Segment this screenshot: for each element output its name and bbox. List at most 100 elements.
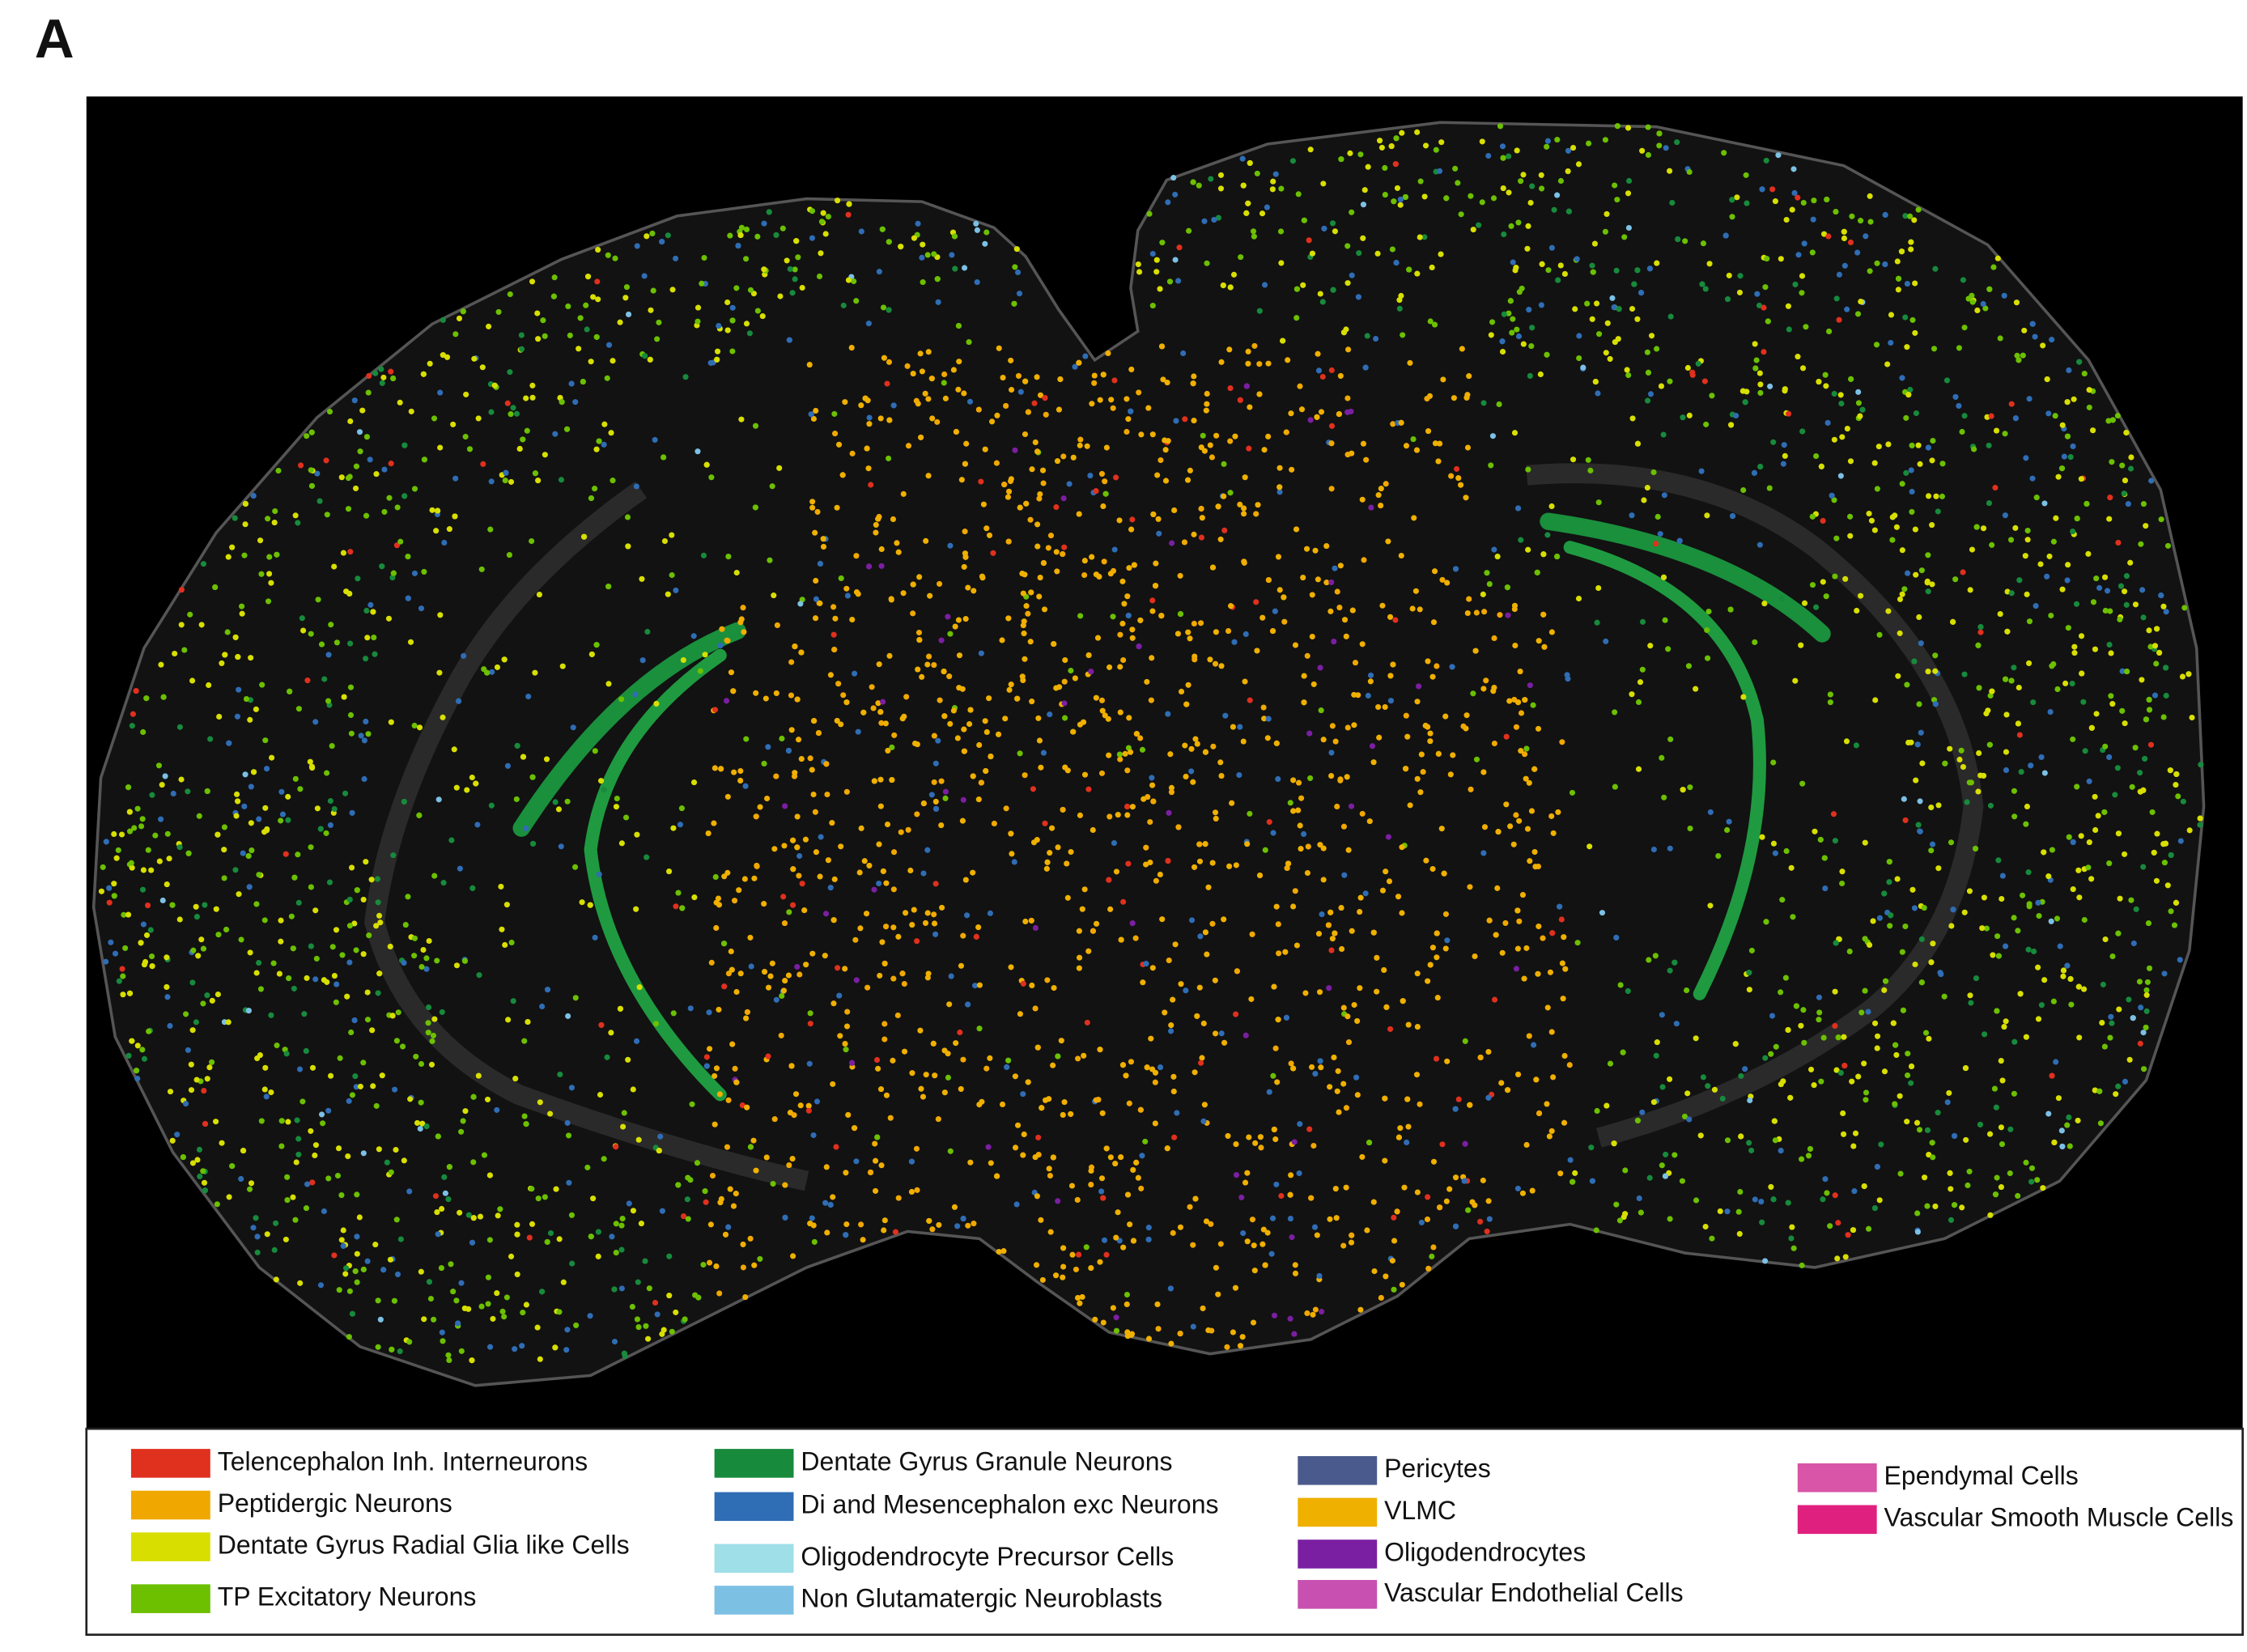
cell-dot	[878, 1162, 885, 1169]
cell-dot	[886, 455, 892, 461]
cell-dot	[1546, 1133, 1553, 1140]
cell-dot	[1724, 1137, 1731, 1144]
cell-dot	[1330, 220, 1336, 227]
cell-dot	[1914, 1229, 1921, 1235]
cell-dot	[1414, 775, 1421, 782]
cell-dot	[1085, 652, 1092, 659]
cell-dot	[1473, 756, 1480, 762]
cell-dot	[463, 391, 469, 397]
cell-dot	[617, 1005, 623, 1012]
cell-dot	[202, 902, 208, 908]
cell-dot	[1269, 1215, 1276, 1221]
cell-dot	[1854, 607, 1860, 614]
cell-dot	[1899, 481, 1905, 487]
cell-dot	[1520, 341, 1527, 347]
cell-dot	[1242, 678, 1248, 685]
cell-dot	[1217, 759, 1224, 766]
cell-dot	[246, 884, 253, 890]
hippocampus-arc	[1563, 541, 1766, 1000]
cell-dot	[189, 979, 196, 986]
cell-dot	[441, 1174, 448, 1180]
cell-dot	[1932, 668, 1939, 674]
cell-dot	[1527, 858, 1533, 864]
cell-dot	[1915, 442, 1922, 448]
cell-dot	[1111, 839, 1117, 847]
cell-dot	[1251, 342, 1258, 349]
cell-dot	[932, 805, 940, 812]
cell-dot	[503, 902, 510, 908]
cell-dot	[1278, 1192, 1285, 1200]
cell-dot	[622, 295, 629, 301]
cell-dot	[802, 836, 809, 843]
cell-dot	[1631, 281, 1637, 287]
cell-dot	[830, 1081, 836, 1087]
cell-dot	[1615, 336, 1621, 342]
cell-dot	[1703, 421, 1710, 427]
cell-dot	[418, 1268, 424, 1275]
cell-dot	[1143, 861, 1149, 868]
cell-dot	[729, 348, 736, 355]
cell-dot	[1932, 701, 1939, 707]
cell-dot	[1915, 822, 1922, 828]
cell-dot	[453, 784, 460, 791]
cell-dot	[1746, 970, 1752, 976]
cell-dot	[1174, 1110, 1180, 1116]
cell-dot	[2026, 901, 2032, 907]
cell-dot	[925, 349, 932, 355]
cell-dot	[1733, 412, 1739, 419]
cell-dot	[825, 857, 831, 864]
cell-dot	[308, 943, 314, 949]
cell-dot	[1948, 1217, 1955, 1223]
cell-dot	[1444, 580, 1451, 586]
cell-dot	[1461, 1178, 1468, 1184]
cell-dot	[747, 1235, 754, 1242]
cell-dot	[1709, 1235, 1715, 1242]
cell-dot	[1567, 1157, 1574, 1163]
cell-dot	[1025, 1079, 1031, 1085]
cell-dot	[2115, 1083, 2122, 1089]
cell-dot	[465, 1212, 472, 1218]
cell-dot	[215, 932, 222, 938]
cell-dot	[499, 1308, 506, 1314]
cell-dot	[523, 1121, 529, 1128]
cell-dot	[2086, 839, 2092, 846]
cell-dot	[1139, 1153, 1145, 1159]
cell-dot	[1513, 265, 1519, 271]
cell-dot	[938, 822, 945, 829]
cell-dot	[1242, 1179, 1249, 1186]
cell-dot	[996, 345, 1002, 351]
cell-dot	[1902, 314, 1909, 321]
cell-dot	[967, 1159, 974, 1166]
cell-dot	[2130, 940, 2137, 947]
cell-dot	[2093, 711, 2100, 717]
cell-dot	[1297, 822, 1303, 829]
cell-dot	[585, 274, 592, 280]
cell-dot	[1204, 401, 1210, 407]
cell-dot	[1278, 260, 1285, 266]
cell-dot	[1442, 945, 1449, 952]
cell-dot	[1575, 595, 1582, 602]
cell-dot	[1686, 412, 1693, 418]
cell-dot	[1424, 1216, 1431, 1223]
cell-dot	[1227, 438, 1234, 444]
cell-dot	[608, 1030, 614, 1036]
cell-dot	[1186, 227, 1192, 234]
cell-dot	[644, 854, 650, 860]
cell-dot	[1183, 773, 1189, 780]
cell-dot	[451, 746, 457, 753]
cell-dot	[2011, 665, 2017, 671]
cell-dot	[1999, 1141, 2006, 1148]
cell-dot	[1872, 697, 1879, 703]
cell-dot	[677, 822, 684, 828]
cell-dot	[1135, 261, 1141, 268]
cell-dot	[1479, 199, 1485, 206]
cell-dot	[1876, 915, 1883, 921]
cell-dot	[257, 537, 264, 544]
cell-dot	[1849, 1078, 1855, 1085]
cell-dot	[1379, 602, 1386, 609]
cell-dot	[1881, 987, 1888, 993]
cell-dot	[587, 902, 593, 908]
cell-dot	[647, 356, 653, 363]
cell-dot	[532, 470, 538, 477]
cell-dot	[1310, 1142, 1317, 1149]
